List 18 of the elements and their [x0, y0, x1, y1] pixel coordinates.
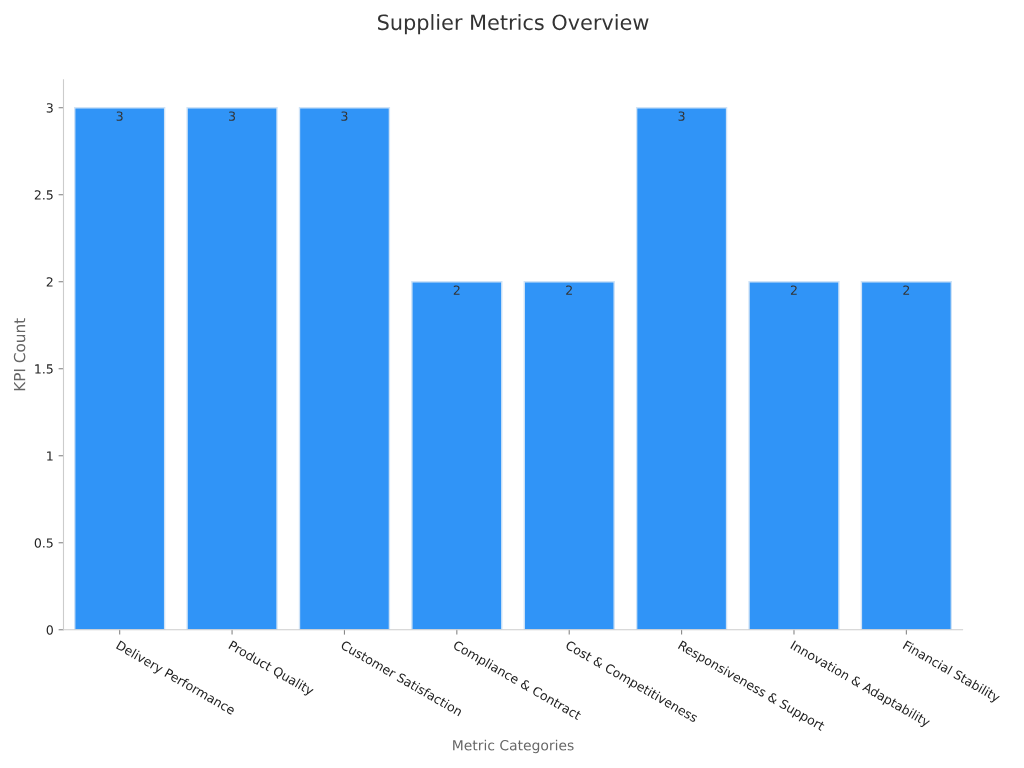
data-label: 2	[790, 285, 797, 295]
data-label: 3	[229, 111, 236, 121]
y-tick-label: 0.5	[34, 538, 53, 548]
data-label: 3	[678, 111, 685, 121]
y-tick-label: 2	[46, 277, 53, 287]
y-tick-label: 1.5	[35, 364, 53, 374]
data-label: 2	[903, 285, 910, 295]
data-label: 2	[453, 285, 460, 295]
y-tick-label: 0	[46, 625, 53, 635]
data-label: 3	[116, 111, 123, 121]
y-tick-label: 3	[46, 103, 53, 113]
y-axis-title: KPI Count	[13, 318, 26, 391]
chart-title: Supplier Metrics Overview	[378, 14, 649, 35]
data-label: 2	[566, 285, 572, 295]
y-tick-label: 2.5	[34, 190, 53, 200]
data-label: 3	[341, 111, 348, 121]
x-axis-title: Metric Categories	[453, 739, 574, 754]
y-tick-label: 1	[47, 451, 53, 461]
